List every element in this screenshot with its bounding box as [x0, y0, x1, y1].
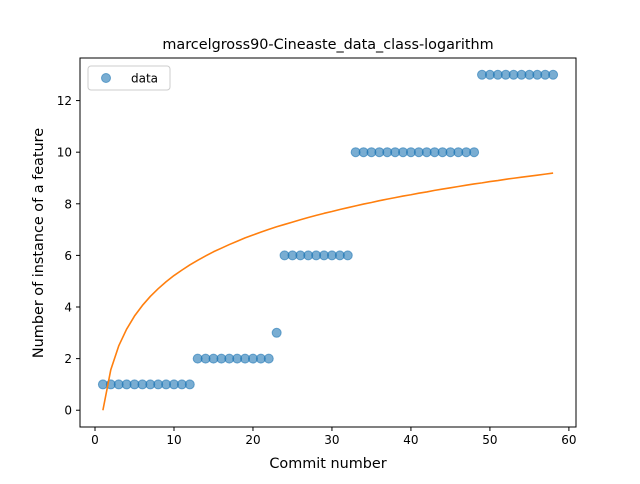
y-tick-label: 6	[64, 249, 72, 263]
data-point	[271, 327, 282, 338]
axes-frame	[79, 57, 577, 428]
x-axis-label: Commit number	[269, 456, 386, 472]
x-tick-label: 50	[482, 433, 497, 447]
y-tick-label: 4	[64, 301, 72, 315]
data-point	[548, 69, 559, 80]
legend-box	[87, 65, 171, 91]
y-axis-label: Number of instance of a feature	[31, 128, 47, 358]
legend: data	[87, 65, 171, 91]
x-tick-label: 20	[245, 433, 260, 447]
chart-title: marcelgross90-Cineaste_data_class-logari…	[162, 37, 493, 53]
x-tick-label: 10	[166, 433, 181, 447]
legend-label: data	[131, 72, 158, 86]
x-tick-label: 40	[403, 433, 418, 447]
y-tick-label: 0	[64, 404, 72, 418]
fit-line	[102, 172, 554, 411]
legend-marker	[101, 73, 111, 83]
data-point	[469, 147, 480, 158]
x-tick-label: 30	[324, 433, 339, 447]
data-point	[342, 250, 353, 261]
y-tick-label: 8	[64, 197, 72, 211]
y-tick-label: 10	[57, 146, 72, 160]
data-point	[263, 353, 274, 364]
x-tick-label: 60	[561, 433, 576, 447]
y-tick-label: 12	[57, 94, 72, 108]
x-tick-label: 0	[91, 433, 99, 447]
data-point	[184, 379, 195, 390]
y-tick-label: 2	[64, 352, 72, 366]
plot-area	[97, 69, 559, 411]
axes: 0 10 20 30 40 50 60 0 2 4 6 8 10 12	[57, 57, 577, 447]
